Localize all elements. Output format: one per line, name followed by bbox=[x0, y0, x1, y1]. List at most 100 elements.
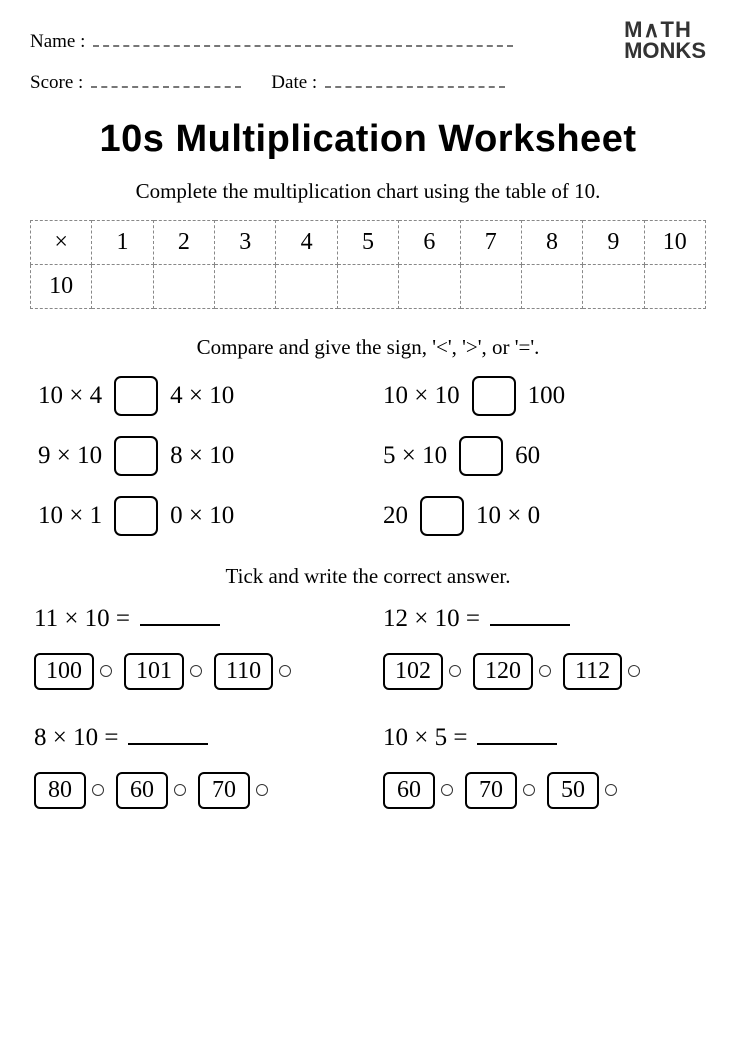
chart-cell: 8 bbox=[521, 220, 582, 264]
compare-item: 9 × 10 8 × 10 bbox=[38, 436, 353, 476]
chart-cell: 9 bbox=[583, 220, 644, 264]
compare-answer-box[interactable] bbox=[114, 436, 158, 476]
chart-blank[interactable] bbox=[92, 264, 153, 308]
radio-circle[interactable] bbox=[523, 784, 535, 796]
equation-text: 10 × 5 = bbox=[383, 724, 467, 752]
choice-box[interactable]: 110 bbox=[214, 653, 273, 690]
chart-blank[interactable] bbox=[215, 264, 276, 308]
compare-grid: 10 × 44 × 10 10 × 10 100 9 × 10 8 × 10 5 × 10… bbox=[38, 376, 698, 536]
compare-left: 10 × 4 bbox=[38, 382, 102, 410]
section1-instruction: Complete the multiplication chart using … bbox=[30, 179, 706, 204]
chart-cell: 7 bbox=[460, 220, 521, 264]
chart-blank[interactable] bbox=[521, 264, 582, 308]
compare-right: 0 × 10 bbox=[170, 502, 234, 530]
date-blank[interactable] bbox=[325, 70, 505, 88]
chart-row-header: × 1 2 3 4 5 6 7 8 9 10 bbox=[31, 220, 706, 264]
radio-circle[interactable] bbox=[605, 784, 617, 796]
choice-box[interactable]: 102 bbox=[383, 653, 443, 690]
chart-cell: 6 bbox=[399, 220, 460, 264]
tick-item: 8 × 10 = 80 60 70 bbox=[34, 724, 353, 809]
tick-item: 10 × 5 = 60 70 50 bbox=[383, 724, 702, 809]
tick-item: 12 × 10 =102120112 bbox=[383, 605, 702, 690]
answer-blank[interactable] bbox=[140, 606, 220, 626]
chart-cell: 4 bbox=[276, 220, 337, 264]
choices-row: 100 101 110 bbox=[34, 653, 353, 690]
chart-blank[interactable] bbox=[399, 264, 460, 308]
choices-row: 60 70 50 bbox=[383, 772, 702, 809]
choice-box[interactable]: 60 bbox=[116, 772, 168, 809]
choice-box[interactable]: 120 bbox=[473, 653, 533, 690]
compare-answer-box[interactable] bbox=[114, 496, 158, 536]
name-label: Name : bbox=[30, 31, 85, 53]
compare-item: 10 × 1 0 × 10 bbox=[38, 496, 353, 536]
tick-equation: 10 × 5 = bbox=[383, 724, 702, 752]
tick-item: 11 × 10 = 100 101 110 bbox=[34, 605, 353, 690]
chart-cell: 10 bbox=[644, 220, 705, 264]
compare-left: 9 × 10 bbox=[38, 442, 102, 470]
compare-answer-box[interactable] bbox=[420, 496, 464, 536]
chart-blank[interactable] bbox=[153, 264, 214, 308]
chart-blank[interactable] bbox=[644, 264, 705, 308]
chart-cell: × bbox=[31, 220, 92, 264]
compare-item: 10 × 10 100 bbox=[383, 376, 698, 416]
equation-text: 11 × 10 = bbox=[34, 605, 130, 633]
compare-right: 60 bbox=[515, 442, 540, 470]
radio-circle[interactable] bbox=[256, 784, 268, 796]
answer-blank[interactable] bbox=[490, 606, 570, 626]
compare-left: 10 × 1 bbox=[38, 502, 102, 530]
tick-equation: 8 × 10 = bbox=[34, 724, 353, 752]
section2-instruction: Compare and give the sign, '<', '>', or … bbox=[30, 335, 706, 360]
chart-blank[interactable] bbox=[460, 264, 521, 308]
multiplication-chart: × 1 2 3 4 5 6 7 8 9 10 10 bbox=[30, 220, 706, 309]
chart-blank[interactable] bbox=[583, 264, 644, 308]
choice-box[interactable]: 100 bbox=[34, 653, 94, 690]
answer-blank[interactable] bbox=[477, 725, 557, 745]
radio-circle[interactable] bbox=[628, 665, 640, 677]
answer-blank[interactable] bbox=[128, 725, 208, 745]
chart-blank[interactable] bbox=[276, 264, 337, 308]
compare-answer-box[interactable] bbox=[114, 376, 158, 416]
choice-box[interactable]: 70 bbox=[198, 772, 250, 809]
radio-circle[interactable] bbox=[100, 665, 112, 677]
chart-blank[interactable] bbox=[337, 264, 398, 308]
radio-circle[interactable] bbox=[92, 784, 104, 796]
name-blank[interactable] bbox=[93, 29, 513, 47]
compare-item: 20 10 × 0 bbox=[383, 496, 698, 536]
chart-cell: 5 bbox=[337, 220, 398, 264]
compare-item: 10 × 44 × 10 bbox=[38, 376, 353, 416]
choice-box[interactable]: 60 bbox=[383, 772, 435, 809]
choice-box[interactable]: 50 bbox=[547, 772, 599, 809]
choice-box[interactable]: 101 bbox=[124, 653, 184, 690]
logo-line2: MONKS bbox=[624, 41, 706, 62]
compare-right: 100 bbox=[528, 382, 566, 410]
radio-circle[interactable] bbox=[279, 665, 291, 677]
compare-item: 5 × 10 60 bbox=[383, 436, 698, 476]
date-label: Date : bbox=[271, 72, 317, 94]
compare-answer-box[interactable] bbox=[459, 436, 503, 476]
page-title: 10s Multiplication Worksheet bbox=[30, 118, 706, 161]
choices-row: 80 60 70 bbox=[34, 772, 353, 809]
choice-box[interactable]: 112 bbox=[563, 653, 622, 690]
compare-right: 10 × 0 bbox=[476, 502, 540, 530]
choice-box[interactable]: 80 bbox=[34, 772, 86, 809]
radio-circle[interactable] bbox=[539, 665, 551, 677]
chart-cell: 10 bbox=[31, 264, 92, 308]
compare-answer-box[interactable] bbox=[472, 376, 516, 416]
chart-row-answers: 10 bbox=[31, 264, 706, 308]
compare-left: 10 × 10 bbox=[383, 382, 460, 410]
radio-circle[interactable] bbox=[441, 784, 453, 796]
compare-left: 5 × 10 bbox=[383, 442, 447, 470]
score-blank[interactable] bbox=[91, 70, 241, 88]
radio-circle[interactable] bbox=[190, 665, 202, 677]
radio-circle[interactable] bbox=[174, 784, 186, 796]
header-score-date-row: Score : Date : bbox=[30, 70, 706, 94]
section3-instruction: Tick and write the correct answer. bbox=[30, 564, 706, 589]
equation-text: 8 × 10 = bbox=[34, 724, 118, 752]
compare-left: 20 bbox=[383, 502, 408, 530]
radio-circle[interactable] bbox=[449, 665, 461, 677]
header-name-row: Name : M∧TH MONKS bbox=[30, 20, 706, 62]
chart-cell: 3 bbox=[215, 220, 276, 264]
chart-cell: 1 bbox=[92, 220, 153, 264]
compare-right: 8 × 10 bbox=[170, 442, 234, 470]
choice-box[interactable]: 70 bbox=[465, 772, 517, 809]
